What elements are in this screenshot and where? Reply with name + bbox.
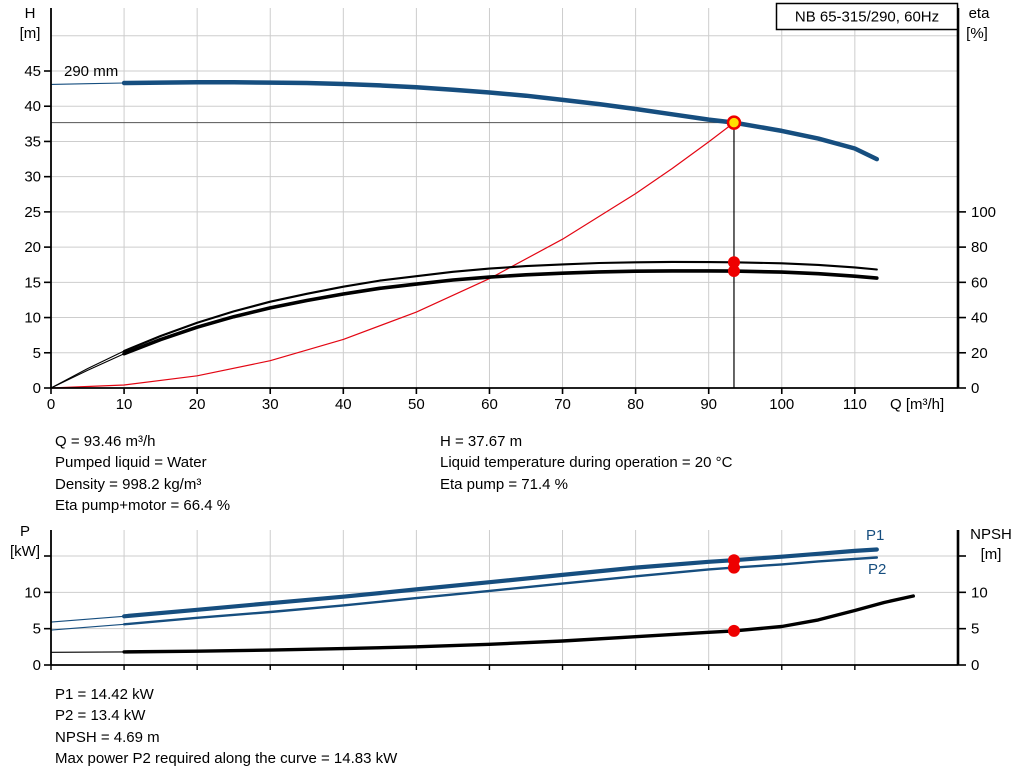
anno-max-power: Max power P2 required along the curve = … xyxy=(55,750,398,768)
eta-pump-duty-marker xyxy=(727,256,740,269)
x-tick-label: 20 xyxy=(189,396,206,413)
anno-eta-pump-motor: Eta pump+motor = 66.4 % xyxy=(55,497,231,515)
y-left-tick-label: 10 xyxy=(24,584,41,601)
curve-eta-pump-plus-motor xyxy=(122,269,879,356)
anno-head: H = 37.67 m xyxy=(440,433,523,450)
npsh-duty-marker xyxy=(727,624,740,637)
y-left-tick-label: 0 xyxy=(33,380,41,397)
duty-point-marker xyxy=(726,115,742,130)
npsh-axis-title: NPSH xyxy=(970,526,1012,543)
y-left-tick-label: 30 xyxy=(24,169,41,186)
eta-axis-unit: [%] xyxy=(966,25,988,42)
y-left-tick-label: 5 xyxy=(33,621,41,638)
anno-temperature: Liquid temperature during operation = 20… xyxy=(440,454,733,472)
bottom-markers-layer xyxy=(727,554,740,637)
p-axis-title: P xyxy=(20,523,30,540)
curve-p1 xyxy=(121,547,879,619)
eta-pump-motor-duty-marker xyxy=(727,265,740,278)
curve-system-curve xyxy=(50,121,735,389)
impeller-diameter-label: 290 mm xyxy=(64,63,118,80)
y-right-tick-label: 20 xyxy=(971,345,988,362)
y-left-tick-label: 0 xyxy=(33,657,41,674)
curve-head-290mm-thin xyxy=(50,82,125,85)
curve-head-290mm xyxy=(121,80,880,162)
pump-title: NB 65-315/290, 60Hz xyxy=(795,9,939,26)
p-axis-unit: [kW] xyxy=(10,543,40,560)
anno-eta-pump: Eta pump = 71.4 % xyxy=(440,475,568,493)
x-tick-label: 70 xyxy=(554,396,571,413)
q-axis-title: Q [m³/h] xyxy=(890,396,944,413)
top-duty-lines-layer xyxy=(51,122,735,388)
curve-p2-thin xyxy=(50,623,125,631)
anno-npsh: NPSH = 4.69 m xyxy=(55,728,160,746)
y-left-tick-label: 20 xyxy=(24,239,41,256)
x-tick-label: 30 xyxy=(262,396,279,413)
bottom-axes-layer: 0 0 5 5 10 10 xyxy=(24,530,988,674)
y-left-tick-label: 45 xyxy=(24,63,41,80)
duty-annotations-left: Q = 93.46 m³/h Pumped liquid = Water Den… xyxy=(55,431,230,517)
power-npsh-chart: 0 0 5 5 10 10 P [kW] NPSH [m] P1 P2 xyxy=(10,523,1012,674)
p1-curve-label: P1 xyxy=(866,527,884,544)
y-right-tick-label: 100 xyxy=(971,204,996,221)
eta-axis-title: eta xyxy=(969,5,991,22)
x-tick-label: 0 xyxy=(47,396,55,413)
y-left-tick-label: 15 xyxy=(24,274,41,291)
y-right-tick-label: 60 xyxy=(971,274,988,291)
x-tick-label: 110 xyxy=(843,396,867,413)
curve-npsh xyxy=(122,594,915,654)
y-left-tick-label: 10 xyxy=(24,310,41,327)
x-tick-label: 100 xyxy=(769,396,794,413)
x-tick-label: 60 xyxy=(481,396,498,413)
anno-p2: P2 = 13.4 kW xyxy=(55,707,146,725)
y-right-tick-label: 80 xyxy=(971,239,988,256)
top-markers-layer xyxy=(726,115,742,278)
anno-density: Density = 998.2 kg/m³ xyxy=(55,475,202,493)
y-right-tick-label: 10 xyxy=(971,584,988,601)
curve-p1-thin xyxy=(50,615,125,623)
duty-annotations-bottom: P1 = 14.42 kW P2 = 13.4 kW NPSH = 4.69 m… xyxy=(55,684,397,770)
p2-curve-label: P2 xyxy=(868,561,886,578)
y-right-tick-label: 40 xyxy=(971,310,988,327)
y-right-tick-label: 0 xyxy=(971,657,979,674)
x-tick-label: 50 xyxy=(408,396,425,413)
x-tick-label: 10 xyxy=(116,396,133,413)
top-curves-layer xyxy=(50,80,880,389)
curve-eta-pump xyxy=(123,260,878,353)
bottom-curves-layer xyxy=(50,547,915,654)
p2-duty-marker xyxy=(727,561,740,574)
h-axis-title: H xyxy=(25,5,36,22)
y-left-tick-label: 40 xyxy=(24,98,41,115)
y-left-tick-label: 35 xyxy=(24,133,41,150)
curve-eta-pump-plus-motor-thin xyxy=(50,353,125,389)
anno-flow: Q = 93.46 m³/h xyxy=(55,433,156,450)
top-grid-layer xyxy=(51,8,958,388)
y-left-tick-label: 25 xyxy=(24,204,41,221)
top-axes-layer: 0 10 20 30 40 50 60 70 80 90 100 110 0 5 10 15 20 25 30 35 4… xyxy=(24,8,996,413)
x-tick-label: 40 xyxy=(335,396,352,413)
pump-title-box xyxy=(775,2,959,31)
npsh-axis-unit: [m] xyxy=(981,546,1002,563)
y-left-tick-label: 5 xyxy=(33,345,41,362)
x-tick-label: 90 xyxy=(700,396,717,413)
duty-annotations-right: H = 37.67 m Liquid temperature during op… xyxy=(440,431,732,495)
anno-p1: P1 = 14.42 kW xyxy=(55,686,154,703)
h-axis-unit: [m] xyxy=(20,25,41,42)
anno-liquid: Pumped liquid = Water xyxy=(55,454,207,472)
qh-eta-chart: 0 10 20 30 40 50 60 70 80 90 100 110 0 5 10 15 20 25 30 35 4… xyxy=(20,2,996,413)
y-right-tick-label: 5 xyxy=(971,621,979,638)
curve-p2 xyxy=(122,556,878,626)
x-tick-label: 80 xyxy=(627,396,644,413)
curve-eta-pump-thin xyxy=(50,350,125,389)
y-right-tick-label: 0 xyxy=(971,380,979,397)
